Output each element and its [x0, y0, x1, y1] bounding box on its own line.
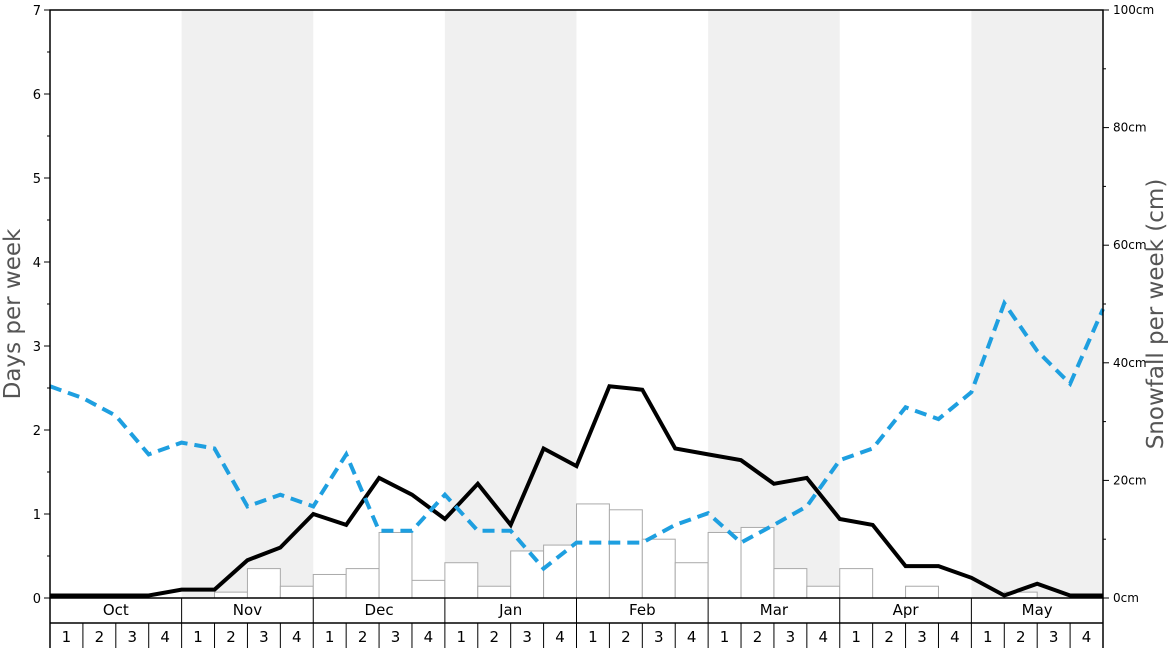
snowfall-bar — [905, 585, 939, 599]
snowfall-bar — [444, 562, 479, 599]
left-tick-label: 5 — [33, 172, 41, 187]
right-axis: 0cm 20cm 40cm 60cm 80cm 100cm — [1103, 3, 1154, 605]
month-label-nov: Nov — [233, 601, 262, 619]
week-label: 3 — [1049, 628, 1059, 646]
month-label-jan: Jan — [498, 601, 522, 619]
right-tick-label: 80cm — [1113, 121, 1147, 135]
week-label: 1 — [851, 628, 861, 646]
month-label-feb: Feb — [629, 601, 656, 619]
month-week-axis: Oct 1 2 3 4 Nov 1 2 3 4 Dec 1 2 3 4 Jan 1 2 3 4 Feb 1 2 3 4 Mar 1 2… — [49, 598, 1104, 648]
week-label: 4 — [555, 628, 565, 646]
week-label: 4 — [819, 628, 829, 646]
week-label: 4 — [950, 628, 960, 646]
week-label: 2 — [884, 628, 894, 646]
snowfall-bar — [674, 562, 709, 599]
week-label: 1 — [588, 628, 598, 646]
week-label: 3 — [786, 628, 796, 646]
month-label-apr: Apr — [893, 601, 920, 619]
week-label: 1 — [720, 628, 730, 646]
left-tick-label: 2 — [33, 424, 41, 439]
month-label-mar: Mar — [760, 601, 789, 619]
snowfall-bar — [510, 550, 545, 599]
left-tick-label: 4 — [33, 256, 41, 271]
right-tick-label: 0cm — [1113, 591, 1139, 605]
left-axis: 0 1 2 3 4 5 6 7 — [33, 4, 50, 607]
week-label: 3 — [917, 628, 927, 646]
snowfall-bar — [641, 538, 676, 599]
snowfall-bar — [839, 568, 874, 599]
snowfall-bar — [477, 585, 512, 599]
week-label: 4 — [687, 628, 697, 646]
month-shade-nov — [181, 10, 314, 598]
month-shading — [181, 10, 1103, 598]
week-label: 3 — [391, 628, 401, 646]
week-label: 1 — [62, 628, 72, 646]
month-label-dec: Dec — [365, 601, 394, 619]
right-tick-label: 100cm — [1113, 3, 1154, 17]
snowfall-bar — [312, 573, 347, 599]
week-label: 1 — [457, 628, 467, 646]
month-shade-mar — [708, 10, 840, 598]
week-label: 4 — [160, 628, 170, 646]
dashed-series-line — [49, 298, 1105, 572]
snowfall-bar — [707, 531, 742, 599]
month-shade-may — [971, 10, 1103, 598]
y-axis-title-left: Days per week — [0, 228, 26, 399]
month-label-oct: Oct — [103, 601, 129, 619]
week-label: 1 — [325, 628, 335, 646]
month-shade-jan — [444, 10, 577, 598]
snowfall-bar — [576, 503, 610, 599]
right-tick-label: 20cm — [1113, 473, 1147, 487]
right-tick-label: 40cm — [1113, 356, 1147, 370]
snowfall-bar — [608, 509, 643, 599]
month-label-may: May — [1022, 601, 1053, 619]
left-tick-label: 3 — [33, 340, 41, 355]
week-label: 3 — [654, 628, 664, 646]
week-label: 2 — [1016, 628, 1026, 646]
snowfall-bar — [773, 568, 808, 599]
snowfall-bar — [411, 579, 446, 599]
snowfall-bar — [543, 544, 577, 599]
snowfall-bar — [214, 591, 248, 599]
snowfall-bar — [806, 585, 841, 599]
left-tick-label: 1 — [33, 508, 41, 523]
snowfall-bar — [378, 531, 413, 599]
week-label: 3 — [127, 628, 137, 646]
y-axis-title-right: Snowfall per week (cm) — [1143, 179, 1168, 450]
left-tick-label: 6 — [33, 88, 41, 103]
snowfall-bars — [214, 503, 1038, 599]
week-label: 2 — [95, 628, 105, 646]
week-label: 2 — [753, 628, 763, 646]
series-lines — [49, 298, 1105, 598]
left-tick-label: 7 — [33, 4, 41, 19]
week-label: 1 — [983, 628, 993, 646]
solid-series-line — [50, 384, 1103, 598]
snowfall-bar — [279, 585, 314, 599]
snowfall-bar — [246, 568, 281, 599]
week-label: 1 — [193, 628, 203, 646]
right-tick-label: 60cm — [1113, 238, 1147, 252]
week-label: 2 — [489, 628, 499, 646]
week-label: 2 — [226, 628, 236, 646]
snowfall-bar — [345, 568, 380, 599]
week-label: 4 — [292, 628, 302, 646]
left-tick-label: 0 — [33, 592, 41, 607]
week-label: 3 — [259, 628, 269, 646]
week-label: 2 — [621, 628, 631, 646]
week-label: 4 — [1082, 628, 1092, 646]
week-label: 4 — [424, 628, 434, 646]
week-label: 3 — [522, 628, 532, 646]
week-label: 2 — [358, 628, 368, 646]
